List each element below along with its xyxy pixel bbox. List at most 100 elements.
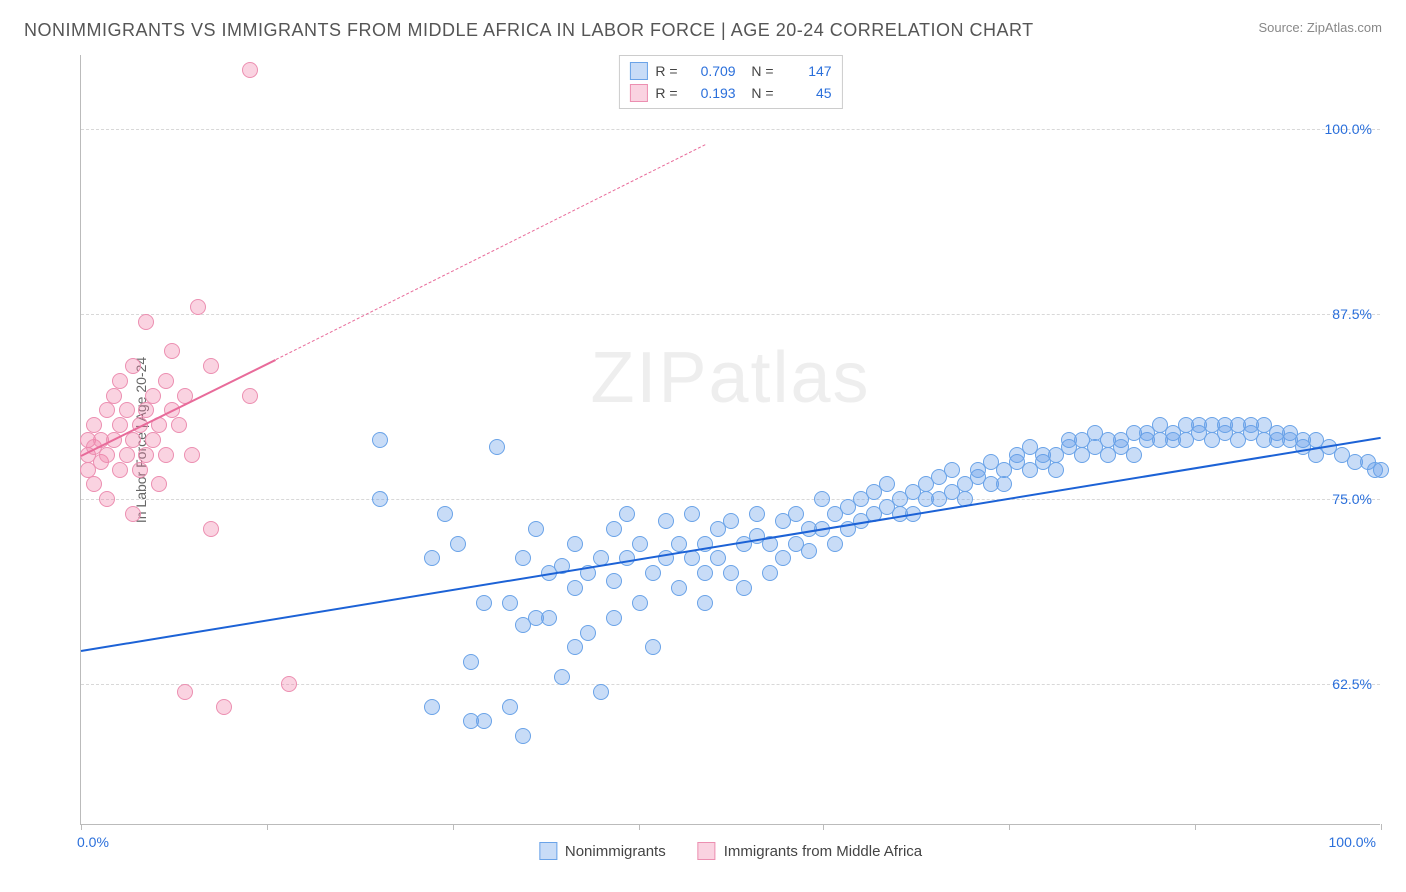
data-point-nonimmigrants [996,476,1012,492]
data-point-nonimmigrants [528,521,544,537]
data-point-nonimmigrants [476,713,492,729]
trend-line-nonimmigrants [81,437,1381,652]
data-point-immigrants [164,343,180,359]
data-point-immigrants [177,684,193,700]
x-tick [639,824,640,830]
data-point-immigrants [106,388,122,404]
x-tick [1195,824,1196,830]
data-point-nonimmigrants [658,513,674,529]
data-point-nonimmigrants [723,565,739,581]
scatter-plot: ZIPatlas R = 0.709 N = 147 R = 0.193 N =… [80,55,1380,825]
data-point-nonimmigrants [567,639,583,655]
data-point-nonimmigrants [502,699,518,715]
data-point-nonimmigrants [580,625,596,641]
data-point-nonimmigrants [671,580,687,596]
data-point-nonimmigrants [619,506,635,522]
data-point-nonimmigrants [827,536,843,552]
trend-extension-immigrants [276,144,705,360]
data-point-immigrants [112,417,128,433]
data-point-immigrants [203,521,219,537]
chart-title: NONIMMIGRANTS VS IMMIGRANTS FROM MIDDLE … [24,20,1034,41]
data-point-nonimmigrants [476,595,492,611]
data-point-immigrants [242,388,258,404]
data-point-nonimmigrants [1373,462,1389,478]
data-point-nonimmigrants [606,573,622,589]
data-point-nonimmigrants [788,506,804,522]
data-point-immigrants [138,447,154,463]
data-point-immigrants [112,462,128,478]
data-point-nonimmigrants [671,536,687,552]
source-prefix: Source: [1258,20,1306,35]
stats-row-immigrants: R = 0.193 N = 45 [629,82,831,104]
data-point-immigrants [151,476,167,492]
data-point-nonimmigrants [762,565,778,581]
stat-r-0: 0.709 [686,63,736,79]
data-point-immigrants [125,506,141,522]
stat-label-r: R = [655,63,677,79]
legend-item-nonimmigrants: Nonimmigrants [539,842,666,860]
legend-swatch-immigrants [698,842,716,860]
gridline-h [81,314,1380,315]
data-point-immigrants [203,358,219,374]
legend-item-immigrants: Immigrants from Middle Africa [698,842,922,860]
stat-label-r: R = [655,85,677,101]
gridline-h [81,684,1380,685]
data-point-nonimmigrants [606,521,622,537]
data-point-immigrants [119,447,135,463]
data-point-nonimmigrants [372,432,388,448]
data-point-nonimmigrants [515,728,531,744]
data-point-immigrants [184,447,200,463]
x-tick [81,824,82,830]
data-point-nonimmigrants [697,565,713,581]
data-point-nonimmigrants [606,610,622,626]
data-point-nonimmigrants [502,595,518,611]
data-point-nonimmigrants [567,580,583,596]
stats-row-nonimmigrants: R = 0.709 N = 147 [629,60,831,82]
plot-area: In Labor Force | Age 20-24 ZIPatlas R = … [50,55,1380,825]
data-point-nonimmigrants [463,654,479,670]
data-point-nonimmigrants [697,595,713,611]
data-point-nonimmigrants [684,506,700,522]
data-point-immigrants [112,373,128,389]
y-tick-label: 62.5% [1332,676,1372,692]
data-point-immigrants [145,432,161,448]
data-point-nonimmigrants [593,684,609,700]
data-point-nonimmigrants [814,491,830,507]
x-tick [453,824,454,830]
data-point-nonimmigrants [437,506,453,522]
data-point-immigrants [190,299,206,315]
data-point-nonimmigrants [944,462,960,478]
data-point-immigrants [125,358,141,374]
data-point-immigrants [132,462,148,478]
data-point-nonimmigrants [723,513,739,529]
data-point-nonimmigrants [489,439,505,455]
x-tick [267,824,268,830]
data-point-immigrants [99,491,115,507]
data-point-immigrants [99,447,115,463]
data-point-nonimmigrants [684,550,700,566]
data-point-nonimmigrants [1048,462,1064,478]
data-point-immigrants [99,402,115,418]
data-point-nonimmigrants [749,506,765,522]
data-point-nonimmigrants [424,699,440,715]
data-point-nonimmigrants [541,610,557,626]
data-point-nonimmigrants [632,536,648,552]
data-point-immigrants [138,402,154,418]
data-point-immigrants [86,417,102,433]
gridline-h [81,129,1380,130]
data-point-immigrants [158,447,174,463]
stat-label-n: N = [744,63,774,79]
y-tick-label: 100.0% [1325,121,1372,137]
legend-label-1: Immigrants from Middle Africa [724,843,922,860]
x-tick [1381,824,1382,830]
data-point-nonimmigrants [1126,447,1142,463]
data-point-nonimmigrants [775,550,791,566]
data-point-nonimmigrants [801,543,817,559]
data-point-nonimmigrants [554,669,570,685]
source-label: Source: ZipAtlas.com [1258,20,1382,35]
data-point-nonimmigrants [632,595,648,611]
x-tick [823,824,824,830]
data-point-nonimmigrants [710,550,726,566]
y-tick-label: 87.5% [1332,306,1372,322]
data-point-immigrants [242,62,258,78]
